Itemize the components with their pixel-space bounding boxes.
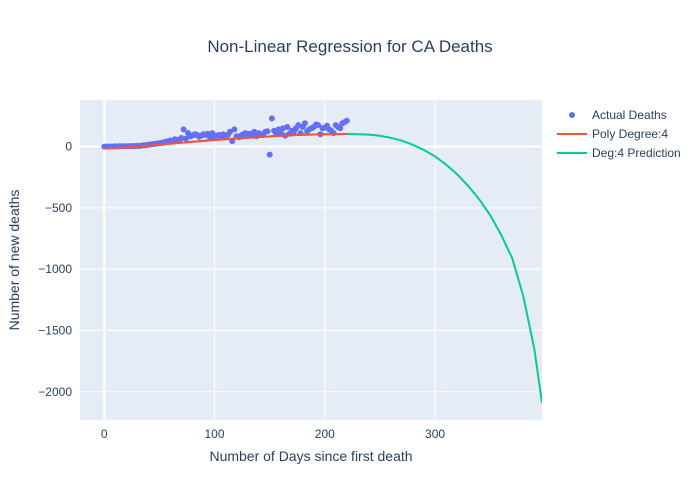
x-tick-label: 0 — [101, 427, 108, 441]
data-point — [180, 126, 187, 133]
plot-area — [80, 100, 542, 420]
chart-title: Non-Linear Regression for CA Deaths — [207, 37, 492, 56]
data-point — [343, 117, 350, 124]
y-tick-label: −1500 — [38, 323, 72, 337]
x-axis: 0 100 200 300 — [101, 427, 445, 441]
data-point — [178, 135, 185, 141]
plot-marks — [101, 115, 542, 403]
y-axis: 0 −500 −1000 −1500 −2000 — [38, 140, 72, 399]
grid — [80, 100, 542, 420]
x-axis-title: Number of Days since first death — [209, 448, 412, 464]
legend-item-label: Poly Degree:4 — [592, 127, 668, 141]
data-point — [330, 130, 337, 137]
data-point — [264, 128, 271, 135]
legend-marker — [569, 112, 575, 118]
series-line — [104, 133, 347, 150]
data-point — [231, 126, 238, 133]
y-tick-label: 0 — [65, 140, 72, 154]
data-point — [315, 122, 322, 129]
data-point — [284, 124, 291, 130]
data-point — [268, 115, 275, 122]
legend: Actual Deaths Poly Degree:4 Deg:4 Predicti… — [557, 108, 681, 160]
data-point — [266, 151, 273, 158]
data-point — [337, 125, 344, 132]
series-line — [346, 133, 542, 403]
y-axis-title: Number of new deaths — [6, 190, 22, 331]
legend-item-label: Actual Deaths — [592, 108, 667, 122]
x-tick-label: 300 — [425, 427, 445, 441]
y-tick-label: −1000 — [38, 262, 72, 276]
y-tick-label: −500 — [45, 201, 72, 215]
data-point — [182, 135, 189, 142]
y-tick-label: −2000 — [38, 385, 72, 399]
legend-item-label: Deg:4 Prediction — [592, 146, 681, 160]
x-tick-label: 200 — [315, 427, 335, 441]
data-point — [227, 128, 233, 135]
data-point — [301, 120, 308, 127]
x-tick-label: 100 — [205, 427, 225, 441]
